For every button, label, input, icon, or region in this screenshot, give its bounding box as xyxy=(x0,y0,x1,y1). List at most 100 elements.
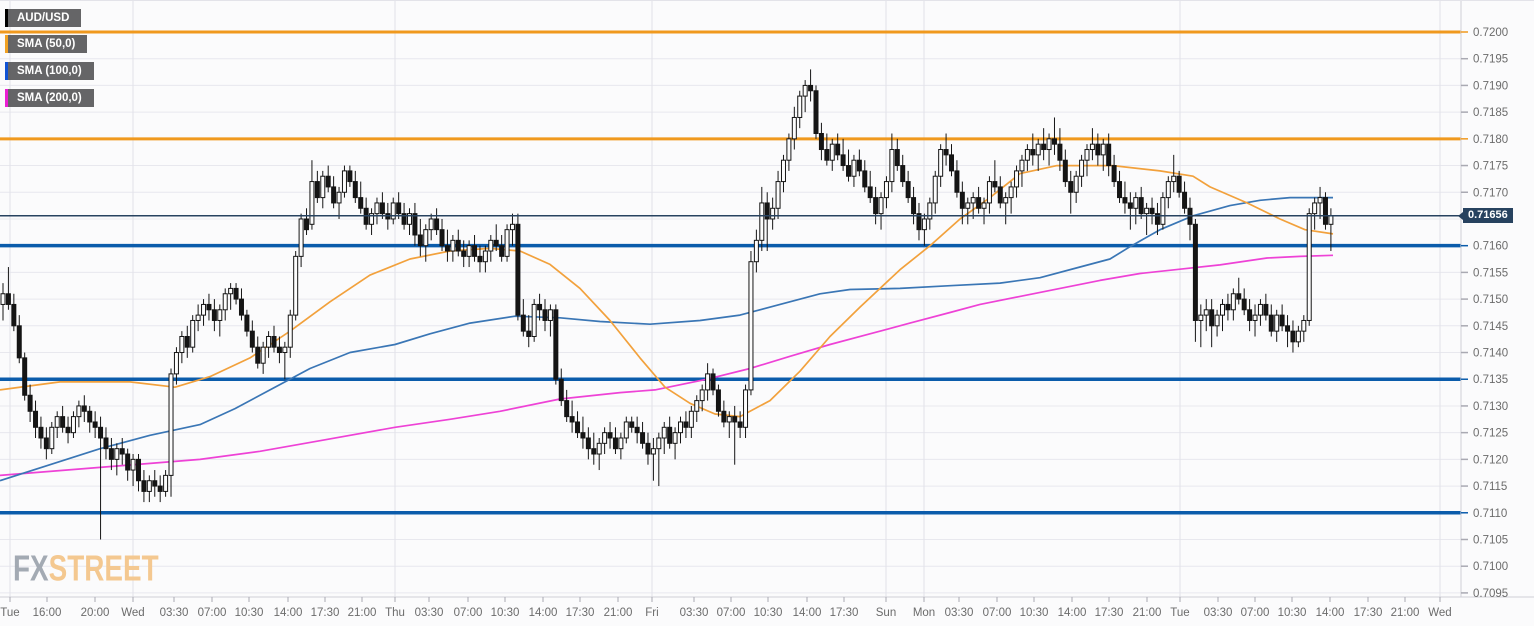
y-axis-label: 0.7150 xyxy=(1473,294,1508,306)
candle-bearish xyxy=(894,149,900,167)
x-axis-label: 21:00 xyxy=(1391,607,1420,619)
candle-bullish xyxy=(927,202,933,220)
candle-bullish xyxy=(1008,186,1014,199)
candle-bullish xyxy=(699,389,705,402)
candle-bearish xyxy=(553,309,559,380)
sma-curve-500 xyxy=(0,164,1334,418)
sma200-label: SMA (200,0) xyxy=(5,89,94,107)
candle-bullish xyxy=(293,255,299,316)
current-price-label: 0.71656 xyxy=(1458,208,1513,223)
candle-bullish xyxy=(341,170,347,193)
candle-bullish xyxy=(602,432,608,444)
candle-bearish xyxy=(569,416,575,423)
candle-bearish xyxy=(108,448,114,460)
indicator-badge-sma200[interactable]: SMA (200,0) xyxy=(5,88,94,107)
x-axis-label: Tue xyxy=(1170,607,1189,619)
candle-bullish xyxy=(786,138,792,161)
candle-bearish xyxy=(417,234,423,247)
candle-bullish xyxy=(1171,175,1177,183)
sma100-label: SMA (100,0) xyxy=(5,62,94,80)
x-axis-label: Fri xyxy=(645,607,658,619)
candle-bullish xyxy=(932,175,938,204)
candle-bearish xyxy=(16,325,22,359)
candle-bullish xyxy=(320,175,326,199)
x-axis-label: 21:00 xyxy=(348,607,377,619)
indicator-badge-sma100[interactable]: SMA (100,0) xyxy=(5,61,94,80)
candle-bullish xyxy=(1035,143,1041,156)
candle-bearish xyxy=(1285,325,1291,332)
candle-bearish xyxy=(905,181,911,199)
candle-bearish xyxy=(1062,159,1068,183)
candle-bullish xyxy=(661,426,667,439)
symbol-badge[interactable]: AUD/USD xyxy=(5,8,82,27)
candle-bearish xyxy=(1095,143,1101,156)
candle-bullish xyxy=(1079,159,1085,177)
x-axis-label: 17:30 xyxy=(566,607,595,619)
candle-bearish xyxy=(493,239,499,247)
y-axis-label: 0.7175 xyxy=(1473,161,1508,173)
candle-bearish xyxy=(304,218,310,231)
candle-bullish xyxy=(482,250,488,263)
candle-bearish xyxy=(1154,213,1160,225)
candle-bullish xyxy=(1014,170,1020,188)
candle-bullish xyxy=(726,416,732,423)
x-axis-label: 03:30 xyxy=(945,607,974,619)
x-axis-label: 14:00 xyxy=(1316,607,1345,619)
candle-bearish xyxy=(92,421,98,428)
candle-bearish xyxy=(943,149,949,156)
candle-bullish xyxy=(889,149,895,183)
candle-bearish xyxy=(1041,143,1047,151)
candle-bullish xyxy=(748,261,754,391)
candle-bearish xyxy=(1068,181,1074,193)
y-axis-label: 0.7170 xyxy=(1473,187,1508,199)
candle-bullish xyxy=(114,448,120,460)
candle-bearish xyxy=(732,416,738,423)
x-axis-label: 17:30 xyxy=(1354,607,1383,619)
candle-bearish xyxy=(401,213,407,225)
candle-bearish xyxy=(818,132,824,151)
candle-bearish xyxy=(27,394,33,412)
x-axis-label: 03:30 xyxy=(160,607,189,619)
candle-bullish xyxy=(851,159,857,177)
indicator-badge-sma50[interactable]: SMA (50,0) xyxy=(5,34,88,53)
candle-bearish xyxy=(916,213,922,231)
candle-bearish xyxy=(1111,165,1117,183)
candle-bearish xyxy=(472,245,478,257)
x-axis-label: Wed xyxy=(1428,607,1451,619)
candle-bearish xyxy=(959,191,965,209)
x-axis-label: 21:00 xyxy=(1133,607,1162,619)
candle-bearish xyxy=(1122,197,1128,204)
candle-bullish xyxy=(1301,319,1307,332)
y-axis-label: 0.7110 xyxy=(1473,508,1507,520)
candle-bearish xyxy=(33,410,39,428)
candle-bearish xyxy=(5,293,11,305)
candle-bearish xyxy=(526,330,532,337)
x-axis-label: 07:00 xyxy=(198,607,227,619)
candle-bullish xyxy=(282,346,288,354)
candle-bullish xyxy=(802,84,808,97)
candle-bearish xyxy=(249,330,255,348)
candle-bearish xyxy=(520,314,526,332)
candle-bullish xyxy=(298,218,304,257)
candle-bullish xyxy=(1295,330,1301,343)
x-axis-label: Thu xyxy=(385,607,405,619)
x-axis-label: Tue xyxy=(0,607,19,619)
candle-bullish xyxy=(173,352,179,375)
y-axis-label: 0.7155 xyxy=(1473,267,1508,279)
candle-bullish xyxy=(428,218,434,231)
candle-bearish xyxy=(396,202,402,215)
candle-bullish xyxy=(938,149,944,177)
candle-bearish xyxy=(103,437,109,450)
candle-bearish xyxy=(1241,298,1247,311)
candle-bullish xyxy=(407,213,412,225)
candle-bearish xyxy=(862,170,868,188)
candle-bearish xyxy=(1236,293,1242,300)
candle-bearish xyxy=(856,159,862,172)
candle-bearish xyxy=(477,255,483,263)
candle-bearish xyxy=(900,165,906,183)
candle-bullish xyxy=(54,416,60,428)
candle-bearish xyxy=(331,186,337,204)
watermark-fx: FX xyxy=(13,549,49,589)
y-axis-label: 0.7195 xyxy=(1473,54,1508,66)
